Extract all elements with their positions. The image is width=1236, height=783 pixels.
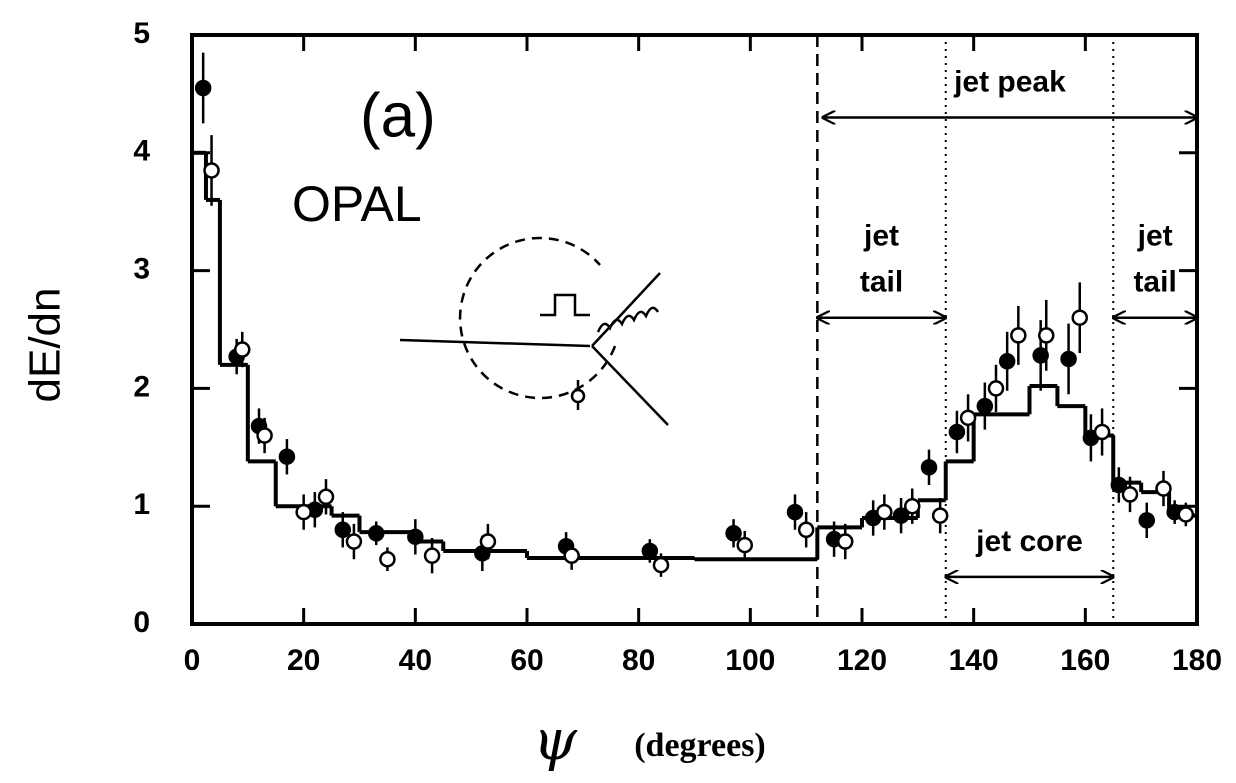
annotation-text: tail bbox=[1133, 266, 1176, 299]
open-point bbox=[736, 536, 753, 554]
annotation-text: jet bbox=[863, 220, 899, 253]
inset-point bbox=[570, 388, 586, 404]
open-point bbox=[203, 162, 220, 179]
open-point bbox=[317, 488, 335, 506]
open-point bbox=[652, 556, 670, 574]
x-tick-label: 60 bbox=[510, 644, 543, 677]
inset-circle bbox=[458, 236, 617, 400]
filled-point bbox=[407, 528, 424, 546]
filled-point bbox=[1032, 347, 1049, 364]
filled-point bbox=[1138, 512, 1155, 529]
x-tick-label: 100 bbox=[725, 644, 775, 677]
filled-point bbox=[786, 503, 804, 521]
plot-frame bbox=[190, 33, 1199, 626]
filled-point bbox=[1060, 350, 1077, 368]
open-point bbox=[256, 427, 273, 444]
y-tick-label: 1 bbox=[133, 488, 150, 521]
y-tick-label: 5 bbox=[133, 17, 150, 50]
annotation-text: jet bbox=[1137, 220, 1173, 253]
open-point bbox=[345, 533, 363, 550]
open-point bbox=[797, 521, 815, 539]
filled-point bbox=[278, 448, 296, 465]
annotation-text: tail bbox=[860, 266, 903, 299]
y-axis-label: dE/dn bbox=[21, 288, 70, 403]
inset-line bbox=[399, 338, 591, 348]
x-tick-label: 160 bbox=[1060, 644, 1110, 677]
open-point bbox=[479, 533, 497, 550]
x-tick-label: 180 bbox=[1172, 644, 1222, 677]
open-point bbox=[1121, 486, 1139, 503]
open-point bbox=[876, 503, 893, 521]
open-point bbox=[379, 550, 396, 568]
open-point bbox=[837, 533, 854, 550]
annotation-text: jet core bbox=[975, 525, 1083, 558]
filled-point bbox=[641, 542, 659, 560]
filled-point bbox=[725, 525, 742, 542]
x-tick-label: 80 bbox=[622, 644, 655, 677]
inset-line bbox=[591, 345, 669, 426]
experiment-label: OPAL bbox=[292, 176, 422, 232]
open-point bbox=[295, 503, 312, 521]
x-axis-unit: (degrees) bbox=[634, 727, 766, 764]
y-tick-label: 3 bbox=[133, 253, 150, 286]
filled-point bbox=[334, 521, 351, 539]
open-point bbox=[959, 409, 977, 427]
filled-point bbox=[368, 525, 385, 542]
open-point bbox=[1071, 309, 1088, 326]
filled-point bbox=[998, 353, 1016, 370]
open-point bbox=[1155, 480, 1172, 497]
x-tick-label: 20 bbox=[287, 644, 320, 677]
open-point bbox=[1038, 327, 1055, 344]
filled-point bbox=[976, 397, 994, 415]
filled-point bbox=[892, 507, 910, 524]
filled-point bbox=[1110, 476, 1128, 494]
x-tick-label: 140 bbox=[949, 644, 999, 677]
y-tick-label: 4 bbox=[133, 135, 150, 168]
open-point bbox=[987, 380, 1005, 397]
open-point bbox=[1177, 506, 1195, 523]
panel-label: (a) bbox=[360, 81, 436, 150]
filled-point bbox=[920, 459, 938, 476]
filled-point bbox=[948, 423, 966, 441]
annotation-text: jet peak bbox=[953, 65, 1066, 98]
open-point bbox=[563, 547, 580, 564]
y-tick-label: 0 bbox=[133, 606, 150, 639]
x-tick-label: 40 bbox=[399, 644, 432, 677]
open-point bbox=[423, 547, 441, 564]
inset-diagram bbox=[399, 236, 669, 426]
inset-gluon bbox=[596, 306, 660, 333]
open-point bbox=[904, 497, 921, 515]
inset-bin bbox=[540, 293, 590, 317]
open-point bbox=[1010, 327, 1027, 344]
x-tick-label: 120 bbox=[837, 644, 887, 677]
filled-point bbox=[194, 79, 212, 97]
open-point bbox=[1093, 423, 1111, 441]
open-point bbox=[234, 341, 251, 358]
open-point bbox=[931, 507, 949, 524]
x-axis-label: ψ bbox=[533, 709, 578, 774]
inset-line bbox=[591, 272, 661, 347]
y-tick-label: 2 bbox=[133, 370, 150, 403]
x-tick-label: 0 bbox=[184, 644, 201, 677]
